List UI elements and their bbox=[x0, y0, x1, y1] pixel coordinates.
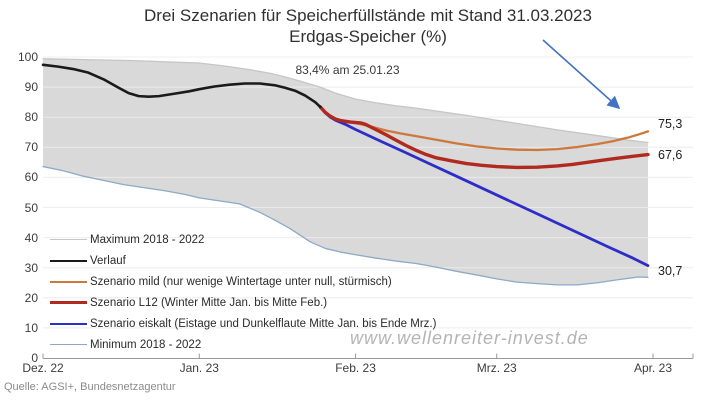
y-axis-label-0: 0 bbox=[31, 351, 38, 365]
source-note: Quelle: AGSI+, Bundesnetzagentur bbox=[4, 381, 176, 393]
legend-label-5: Minimum 2018 - 2022 bbox=[90, 338, 202, 351]
end-value-label-l12: 67,6 bbox=[658, 148, 683, 162]
legend-item-2: Szenario mild (nur wenige Wintertage unt… bbox=[50, 271, 436, 292]
end-value-label-eiskalt: 30,7 bbox=[658, 264, 683, 278]
x-axis-label-apr-23: Apr. 23 bbox=[633, 361, 673, 375]
min-max-band bbox=[43, 58, 648, 285]
y-axis-label-80: 80 bbox=[24, 110, 38, 125]
end-value-label-mild: 75,3 bbox=[658, 117, 683, 131]
legend-item-0: Maximum 2018 - 2022 bbox=[50, 229, 436, 250]
series-line-3 bbox=[318, 105, 650, 170]
x-axis-label-dez-22: Dez. 22 bbox=[22, 361, 64, 375]
legend-label-0: Maximum 2018 - 2022 bbox=[90, 233, 205, 246]
y-axis-label-30: 30 bbox=[24, 260, 38, 275]
annotation-arrow bbox=[542, 39, 621, 110]
legend-swatch-3 bbox=[50, 301, 87, 304]
series-line-1 bbox=[41, 63, 322, 109]
y-axis-label-40: 40 bbox=[24, 230, 38, 245]
y-axis-label-70: 70 bbox=[24, 140, 38, 155]
x-axis-label-mrz-23: Mrz. 23 bbox=[476, 361, 517, 375]
chart-title: Drei Szenarien für Speicherfüllstände mi… bbox=[144, 6, 592, 25]
y-axis-label-50: 50 bbox=[24, 200, 38, 215]
y-axis-label-20: 20 bbox=[24, 290, 38, 305]
legend-label-4: Szenario eiskalt (Eistage und Dunkelflau… bbox=[90, 317, 437, 330]
y-axis-label-90: 90 bbox=[24, 80, 38, 95]
x-axis-label-feb-23: Feb. 23 bbox=[335, 361, 376, 375]
legend-item-3: Szenario L12 (Winter Mitte Jan. bis Mitt… bbox=[50, 292, 436, 313]
x-axis-label-jan-23: Jan. 23 bbox=[179, 361, 219, 375]
chart-subtitle: Erdgas-Speicher (%) bbox=[289, 27, 447, 46]
legend-item-1: Verlauf bbox=[50, 250, 436, 271]
legend-swatch-5 bbox=[50, 344, 87, 345]
legend-swatch-1 bbox=[50, 259, 87, 262]
legend-label-3: Szenario L12 (Winter Mitte Jan. bis Mitt… bbox=[90, 296, 328, 309]
legend-swatch-4 bbox=[50, 322, 87, 325]
series-line-0 bbox=[42, 58, 649, 144]
legend-label-2: Szenario mild (nur wenige Wintertage unt… bbox=[90, 275, 392, 288]
legend-label-1: Verlauf bbox=[90, 254, 126, 267]
legend: Maximum 2018 - 2022 Verlauf Szenario mild … bbox=[50, 229, 436, 355]
y-axis-label-60: 60 bbox=[24, 170, 38, 185]
legend-item-5: Minimum 2018 - 2022 bbox=[50, 334, 436, 355]
peak-value-annotation: 83,4% am 25.01.23 bbox=[295, 63, 400, 77]
watermark: www.wellenreiter-invest.de bbox=[350, 328, 589, 348]
series-line-5 bbox=[42, 165, 649, 286]
y-axis-label-100: 100 bbox=[17, 50, 38, 64]
y-axis-label-10: 10 bbox=[24, 320, 38, 335]
legend-swatch-0 bbox=[50, 239, 87, 240]
legend-item-4: Szenario eiskalt (Eistage und Dunkelflau… bbox=[50, 313, 436, 334]
legend-swatch-2 bbox=[50, 280, 87, 283]
